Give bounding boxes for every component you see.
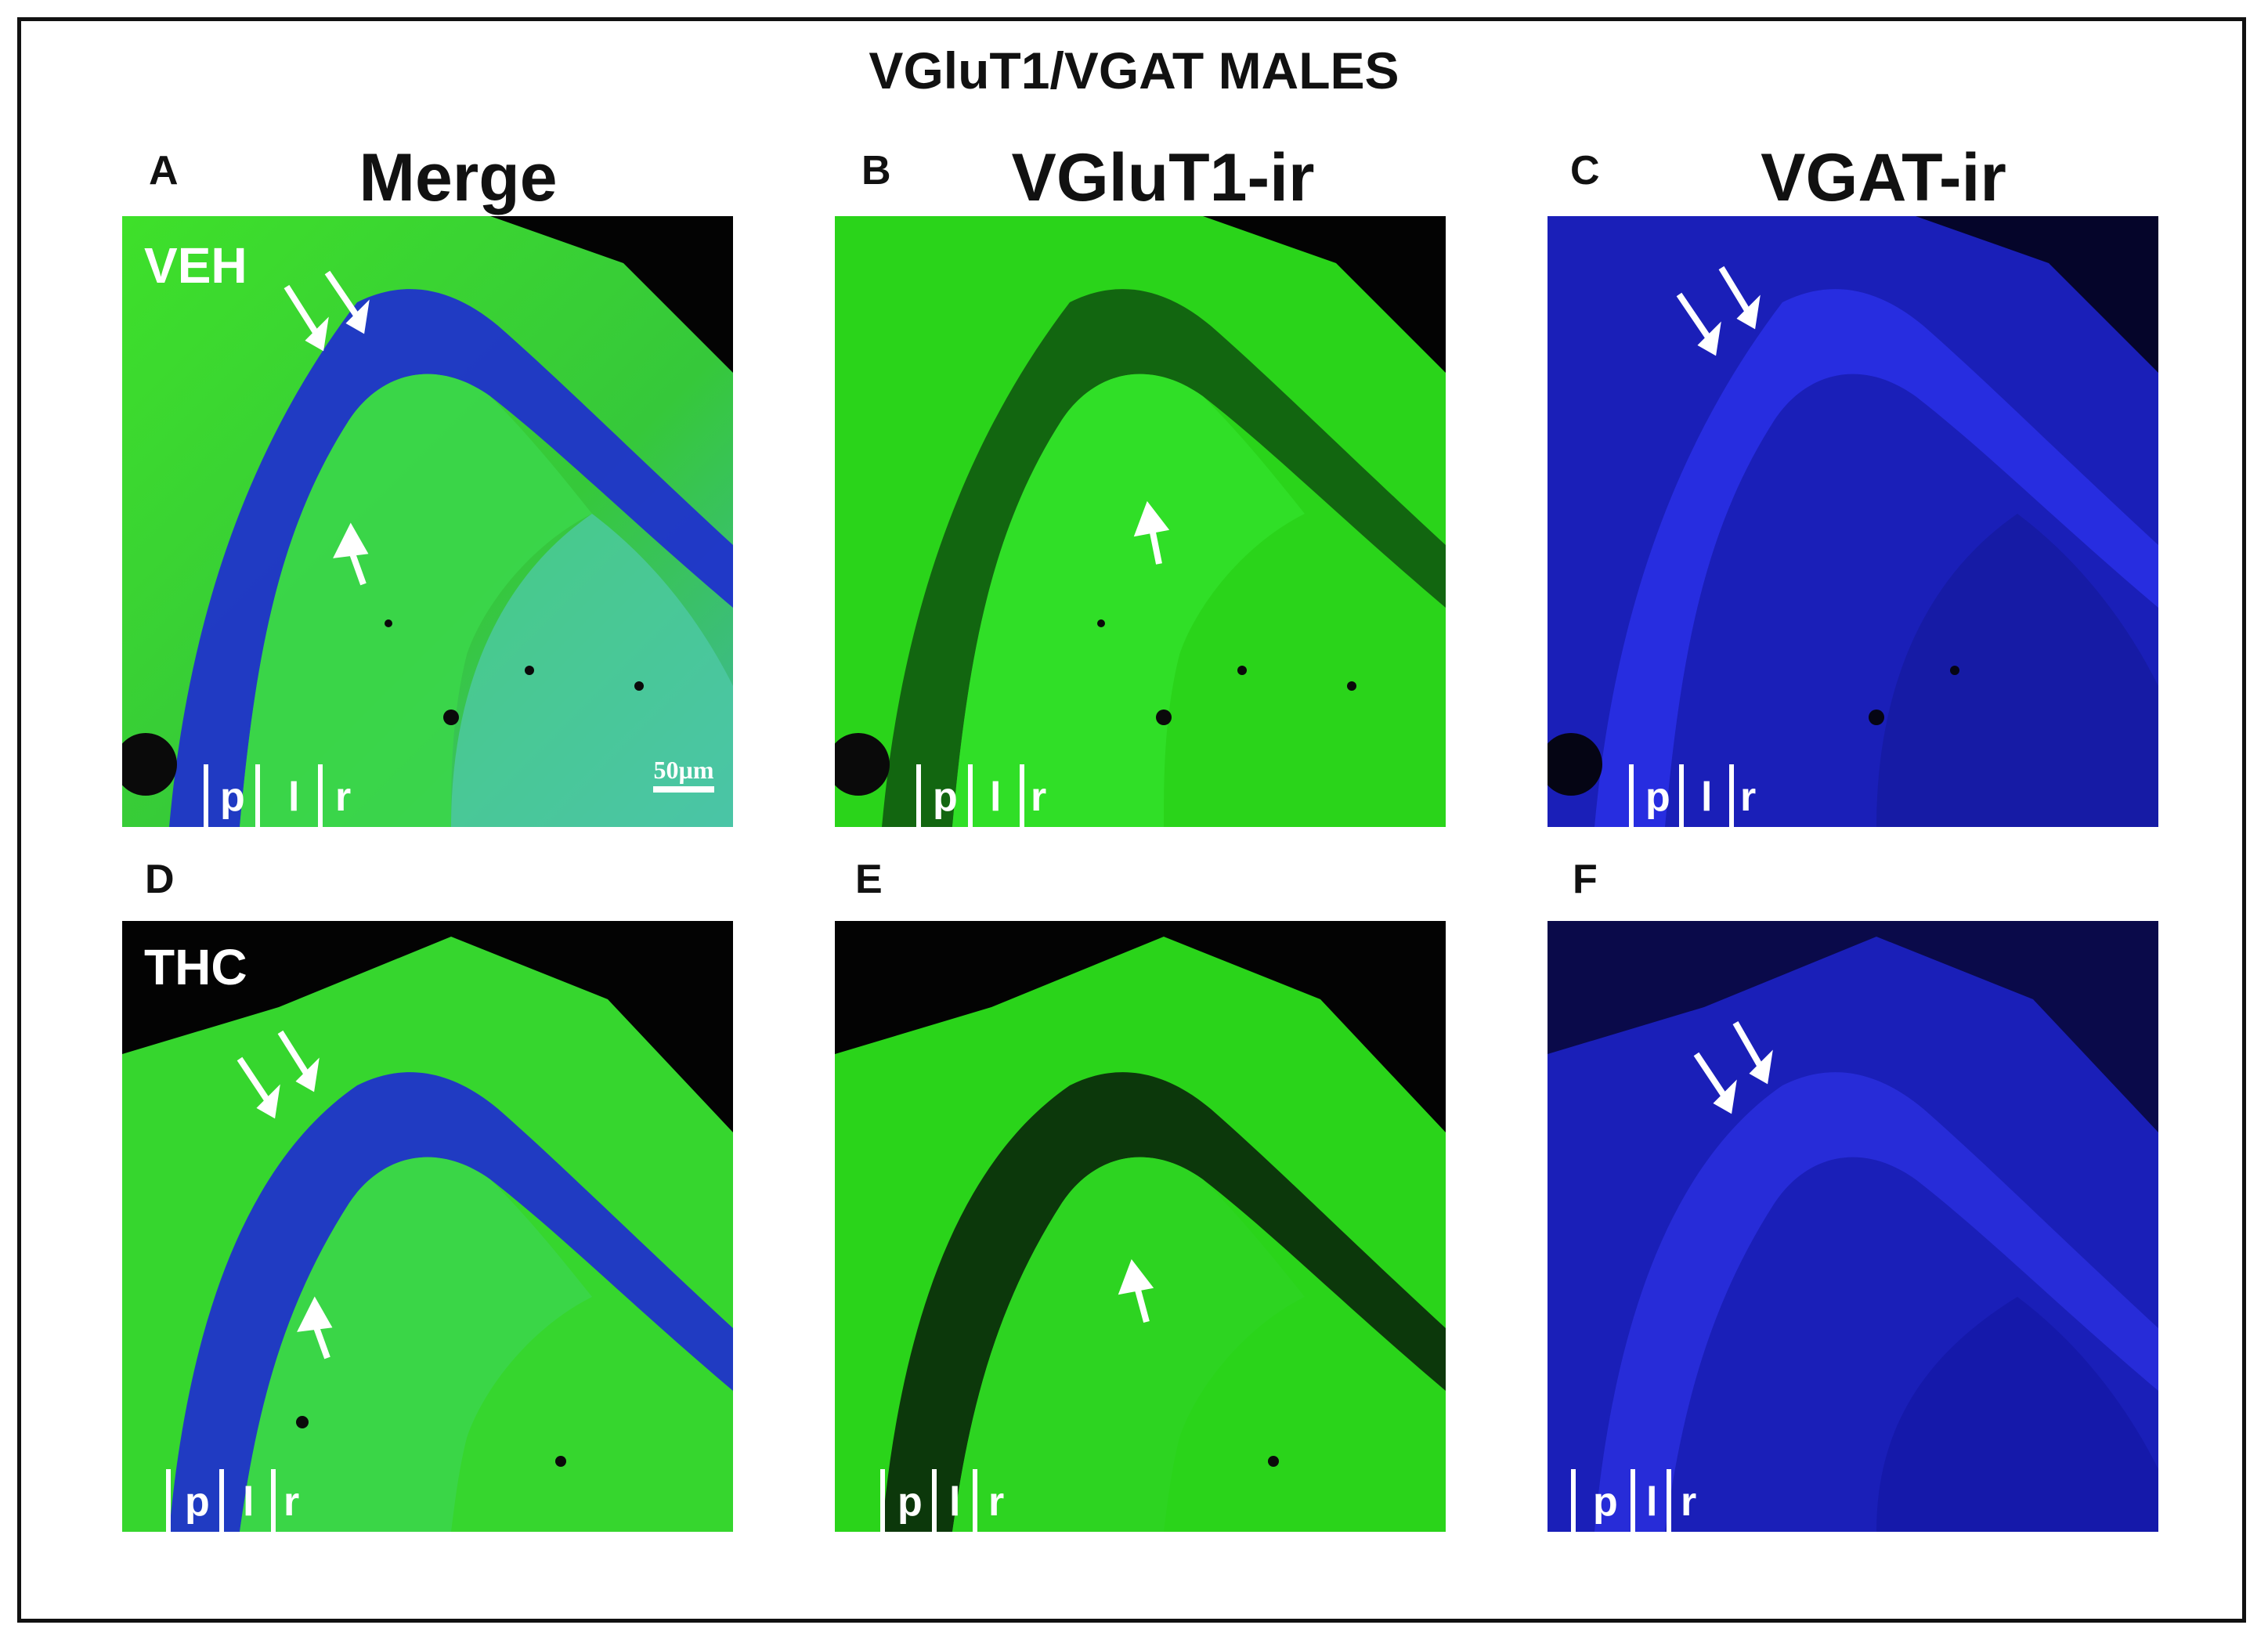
layer-tick [204, 764, 208, 827]
panel-letter-a: A [149, 148, 179, 193]
arrow-overlay [1676, 265, 1761, 356]
layer-label-l: l [1701, 775, 1713, 820]
arrow-overlay [237, 1030, 333, 1360]
arrow-overlay [1133, 500, 1170, 565]
panel-letter-c: C [1570, 148, 1600, 193]
figure-title: VGluT1/VGAT MALES [869, 42, 1399, 99]
layer-tick [255, 764, 260, 827]
micrograph-image [122, 216, 733, 827]
layer-label-p: p [220, 775, 245, 820]
layer-label-l: l [990, 775, 1002, 820]
figure-frame [17, 17, 2246, 1623]
arrow-overlay [284, 270, 370, 586]
layer-tick [1667, 1469, 1671, 1532]
layer-label-p: p [1645, 775, 1670, 820]
layer-label-p: p [185, 1479, 210, 1525]
micrograph-image [1548, 216, 2158, 827]
condition-label-thc: THC [144, 939, 247, 995]
column-title-vglut1: VGluT1-ir [1011, 140, 1315, 215]
scale-bar-label: 50µm [653, 756, 714, 784]
layer-tick [271, 1469, 276, 1532]
column-title-vgat: VGAT-ir [1761, 140, 2006, 215]
column-title-merge: Merge [359, 140, 558, 215]
layer-tick [1571, 1469, 1576, 1532]
condition-label-veh: VEH [144, 237, 247, 294]
layer-tick [1729, 764, 1734, 827]
micrograph-image [1548, 921, 2158, 1532]
arrow-overlay [1693, 1021, 1773, 1114]
layer-label-r: r [1031, 775, 1047, 820]
layer-label-l: l [288, 775, 300, 820]
layer-tick [318, 764, 323, 827]
layer-tick [1629, 764, 1634, 827]
layer-label-p: p [897, 1479, 923, 1525]
arrow-overlay [1118, 1258, 1154, 1323]
panel-letter-f: F [1573, 857, 1598, 902]
panel-letter-d: D [145, 857, 175, 902]
scale-bar: 50µm [653, 756, 714, 793]
layer-label-r: r [988, 1479, 1005, 1525]
layer-label-r: r [1681, 1479, 1697, 1525]
panel-f-vgat-thc: p l r [1548, 921, 2158, 1532]
layer-label-p: p [933, 775, 958, 820]
layer-label-p: p [1593, 1479, 1618, 1525]
panel-letter-b: B [861, 148, 891, 193]
layer-tick [219, 1469, 224, 1532]
scale-bar-line [653, 786, 714, 793]
panel-e-vglut1-thc: p l r [835, 921, 1446, 1532]
layer-tick [1631, 1469, 1635, 1532]
panel-letter-e: E [855, 857, 883, 902]
layer-tick [1020, 764, 1024, 827]
layer-tick [968, 764, 973, 827]
layer-tick [1679, 764, 1684, 827]
layer-label-r: r [1740, 775, 1757, 820]
panel-b-vglut1-veh: p l r [835, 216, 1446, 827]
layer-tick [166, 1469, 171, 1532]
layer-label-r: r [335, 775, 352, 820]
micrograph-image [835, 921, 1446, 1532]
layer-tick [932, 1469, 937, 1532]
panel-c-vgat-veh: p l r [1548, 216, 2158, 827]
panel-a-merge-veh: VEH p l r 50µm [122, 216, 733, 827]
layer-label-l: l [949, 1479, 961, 1525]
layer-tick [973, 1469, 977, 1532]
layer-label-l: l [243, 1479, 255, 1525]
layer-label-l: l [1646, 1479, 1658, 1525]
layer-tick [916, 764, 921, 827]
panel-d-merge-thc: THC p l r [122, 921, 733, 1532]
layer-label-r: r [284, 1479, 300, 1525]
layer-tick [880, 1469, 885, 1532]
micrograph-image [122, 921, 733, 1532]
